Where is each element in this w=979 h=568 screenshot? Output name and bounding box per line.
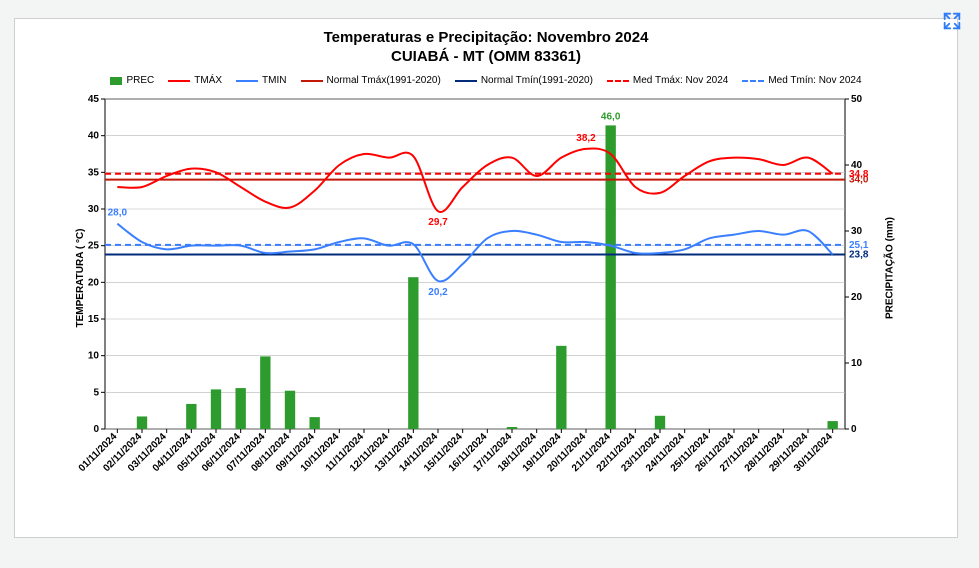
legend-label: TMÁX (194, 75, 222, 86)
legend-label: Med Tmáx: Nov 2024 (633, 75, 728, 86)
svg-text:23,8: 23,8 (849, 249, 869, 260)
svg-text:20: 20 (851, 292, 863, 303)
legend-label: Med Tmín: Nov 2024 (768, 75, 861, 86)
legend-item: PREC (110, 75, 154, 86)
legend-swatch (455, 80, 477, 82)
legend-label: PREC (126, 75, 154, 86)
svg-text:50: 50 (851, 94, 863, 105)
svg-text:28,0: 28,0 (108, 208, 128, 219)
svg-text:15: 15 (88, 314, 100, 325)
svg-text:10: 10 (851, 358, 863, 369)
svg-text:25,1: 25,1 (849, 240, 869, 251)
legend-label: TMIN (262, 75, 286, 86)
chart-card: Temperaturas e Precipitação: Novembro 20… (14, 18, 958, 538)
svg-text:0: 0 (851, 424, 857, 435)
chart-title-line1: Temperaturas e Precipitação: Novembro 20… (15, 29, 957, 46)
page: Temperaturas e Precipitação: Novembro 20… (0, 0, 979, 568)
legend-item: TMIN (236, 75, 286, 86)
legend-swatch (742, 80, 764, 82)
svg-text:45: 45 (88, 94, 100, 105)
legend-item: Med Tmáx: Nov 2024 (607, 75, 728, 86)
svg-text:20,2: 20,2 (428, 287, 448, 298)
svg-text:0: 0 (93, 424, 99, 435)
legend-label: Normal Tmín(1991-2020) (481, 75, 593, 86)
chart-title-line2: CUIABÁ - MT (OMM 83361) (15, 48, 957, 65)
legend-item: Normal Tmáx(1991-2020) (301, 75, 441, 86)
legend-item: Med Tmín: Nov 2024 (742, 75, 861, 86)
svg-text:20: 20 (88, 277, 100, 288)
y-axis-right-label: PRECIPITAÇÃO (mm) (884, 217, 895, 319)
svg-text:40: 40 (88, 131, 100, 142)
svg-text:25: 25 (88, 241, 100, 252)
legend-swatch (301, 80, 323, 82)
expand-button[interactable] (939, 8, 965, 34)
svg-text:38,2: 38,2 (576, 133, 596, 144)
legend-swatch (168, 80, 190, 82)
legend-swatch (607, 80, 629, 82)
chart-title-block: Temperaturas e Precipitação: Novembro 20… (15, 29, 957, 65)
svg-text:30: 30 (851, 226, 863, 237)
chart-legend: PREC TMÁX TMIN Normal Tmáx(1991-2020) Normal… (75, 75, 897, 86)
svg-text:34,8: 34,8 (849, 169, 869, 180)
legend-label: Normal Tmáx(1991-2020) (327, 75, 441, 86)
expand-icon (941, 10, 963, 32)
svg-text:46,0: 46,0 (601, 111, 621, 122)
chart-plot: 0510152025303540450102030405001/11/20240… (75, 99, 885, 489)
legend-swatch (236, 80, 258, 82)
svg-text:29,7: 29,7 (428, 217, 448, 228)
legend-item: TMÁX (168, 75, 222, 86)
svg-text:10: 10 (88, 351, 100, 362)
svg-text:35: 35 (88, 167, 100, 178)
svg-text:30: 30 (88, 204, 100, 215)
svg-text:5: 5 (93, 387, 99, 398)
legend-swatch (110, 77, 122, 85)
chart-svg: 0510152025303540450102030405001/11/20240… (75, 99, 885, 489)
legend-item: Normal Tmín(1991-2020) (455, 75, 593, 86)
